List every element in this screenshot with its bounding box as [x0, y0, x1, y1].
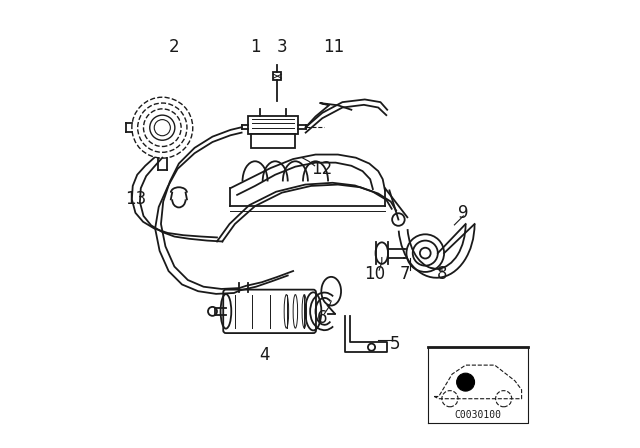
Text: 9: 9 [458, 204, 468, 222]
Text: 3: 3 [276, 38, 287, 56]
Text: 7: 7 [400, 265, 410, 283]
FancyBboxPatch shape [273, 72, 282, 80]
Text: 5: 5 [390, 335, 401, 353]
FancyBboxPatch shape [248, 116, 298, 134]
FancyBboxPatch shape [223, 289, 316, 333]
Text: 2: 2 [169, 38, 180, 56]
Text: 6: 6 [317, 309, 328, 327]
Text: 13: 13 [125, 190, 146, 208]
Text: 4: 4 [259, 346, 269, 364]
Text: 1: 1 [250, 38, 260, 56]
Text: 11: 11 [323, 38, 344, 56]
Circle shape [457, 373, 474, 391]
FancyBboxPatch shape [251, 134, 296, 148]
Text: 10: 10 [364, 265, 385, 283]
Circle shape [420, 248, 431, 258]
Text: 12: 12 [312, 160, 333, 178]
Text: 8: 8 [437, 265, 447, 283]
Text: C0030100: C0030100 [454, 410, 501, 420]
